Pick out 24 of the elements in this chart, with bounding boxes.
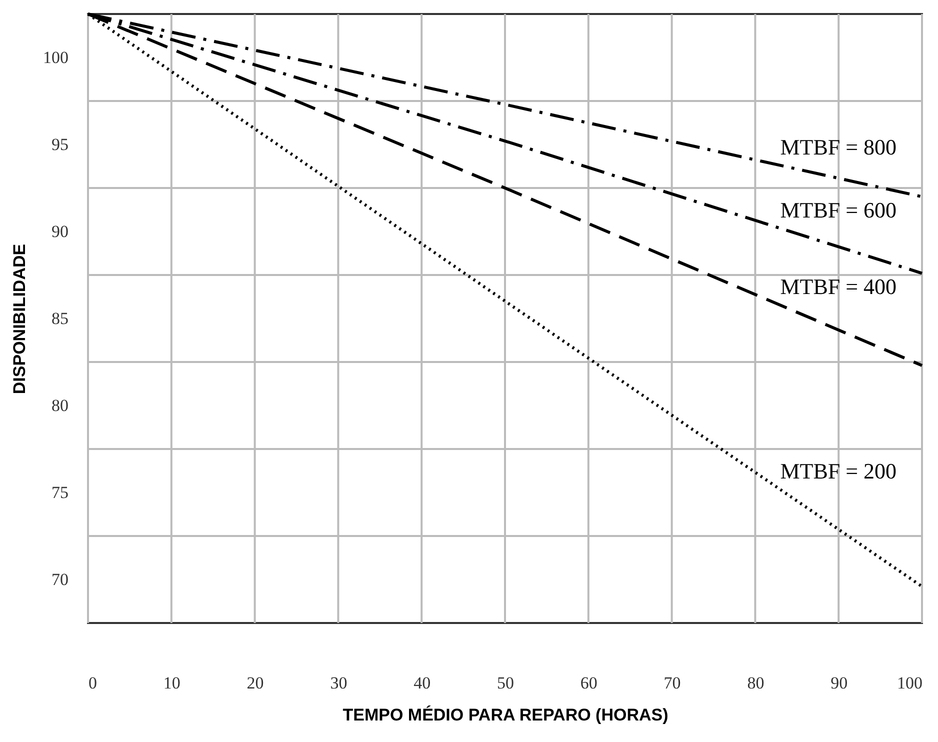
x-tick-label: 70	[664, 674, 681, 692]
y-tick-label: 100	[43, 48, 68, 67]
series-label: MTBF = 600	[780, 197, 897, 222]
x-tick-label: 90	[830, 674, 848, 692]
y-tick-label: 90	[52, 222, 68, 241]
x-tick-label: 100	[897, 674, 922, 692]
x-tick-label: 60	[580, 674, 598, 692]
series-label: MTBF = 400	[780, 274, 897, 300]
x-tick-label: 0	[88, 674, 97, 692]
x-axis-title: TEMPO MÉDIO PARA REPARO (HORAS)	[342, 704, 668, 724]
x-tick-label: 20	[246, 674, 264, 692]
x-tick-label: 10	[163, 674, 180, 692]
x-tick-label: 40	[414, 674, 431, 692]
x-tick-label: 80	[747, 674, 764, 692]
x-tick-label: 30	[330, 674, 348, 692]
y-tick-label: 75	[52, 483, 68, 502]
y-tick-label: 70	[52, 570, 68, 589]
y-tick-label: 95	[52, 135, 68, 154]
series-label: MTBF = 200	[780, 458, 897, 484]
y-tick-label: 85	[52, 309, 68, 328]
y-tick-label: 80	[52, 396, 68, 415]
y-axis-title: DISPONIBILIDADE	[10, 244, 29, 394]
series-label: MTBF = 800	[780, 134, 897, 160]
x-tick-label: 50	[497, 674, 514, 692]
